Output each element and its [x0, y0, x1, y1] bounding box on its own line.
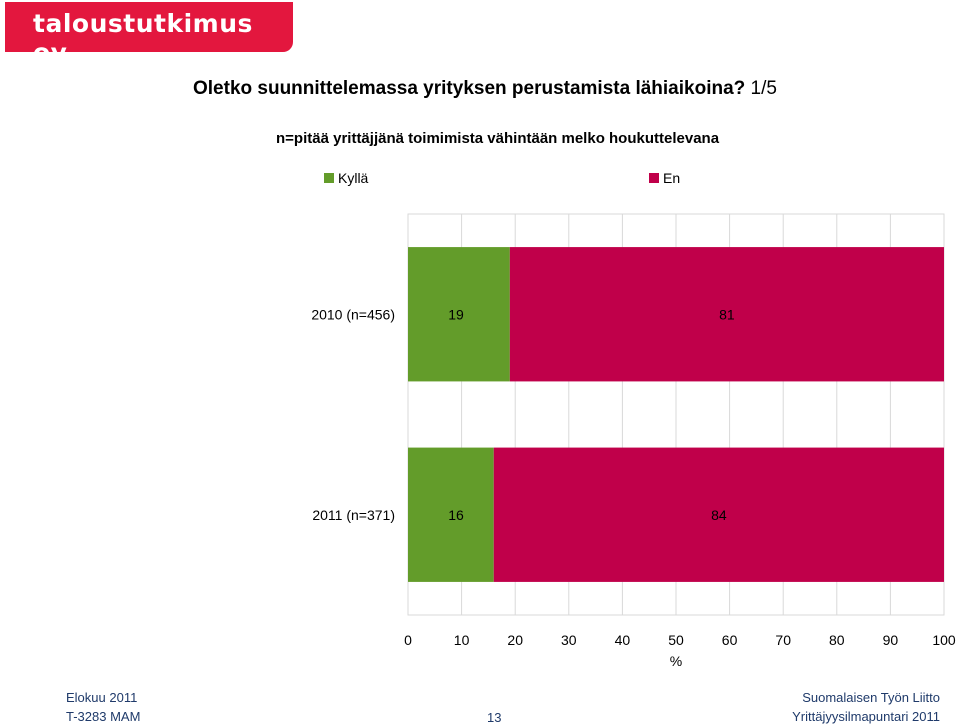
category-label: 2010 (n=456) [311, 306, 395, 322]
legend-swatch-en [649, 173, 659, 183]
x-tick-label: 90 [883, 632, 899, 648]
x-tick-label: 60 [722, 632, 738, 648]
bar-segment [408, 247, 510, 382]
data-label: 16 [448, 507, 464, 523]
footer-organization: Suomalaisen Työn Liitto [802, 690, 940, 705]
x-tick-label: 20 [507, 632, 523, 648]
bar-segment [493, 447, 944, 582]
x-tick-label: 0 [404, 632, 412, 648]
logo-text: taloustutkimus oy [33, 9, 253, 67]
data-label: 19 [448, 306, 464, 322]
title-text: Oletko suunnittelemassa yrityksen perust… [193, 78, 746, 99]
data-label: 81 [719, 306, 735, 322]
bar-segment [408, 447, 494, 582]
footer-report-name: Yrittäjyysilmapuntari 2011 [792, 709, 940, 724]
x-tick-label: 40 [615, 632, 631, 648]
page-number: 13 [487, 710, 502, 725]
x-axis-label: % [670, 653, 682, 669]
x-tick-label: 10 [454, 632, 470, 648]
chart-subtitle: n=pitää yrittäjjänä toimimista vähintään… [276, 130, 720, 147]
x-tick-label: 100 [932, 632, 956, 648]
x-tick-label: 50 [668, 632, 684, 648]
legend-item-kylla: Kyllä [324, 170, 368, 186]
legend-label-en: En [663, 170, 681, 186]
category-label: 2011 (n=371) [312, 507, 395, 523]
bar-segment [509, 247, 944, 382]
company-logo: taloustutkimus oy [5, 2, 293, 67]
x-tick-label: 30 [561, 632, 577, 648]
legend-item-en: En [649, 170, 680, 186]
x-tick-label: 80 [829, 632, 845, 648]
data-label: 84 [711, 507, 727, 523]
footer-code: T-3283 MAM [66, 709, 141, 724]
page-indicator: 1/5 [750, 78, 777, 99]
legend-label-kylla: Kyllä [338, 170, 369, 186]
footer-date: Elokuu 2011 [66, 690, 138, 705]
x-tick-label: 70 [775, 632, 791, 648]
chart-title: Oletko suunnittelemassa yrityksen perust… [193, 78, 777, 100]
legend-swatch-kylla [324, 173, 334, 183]
